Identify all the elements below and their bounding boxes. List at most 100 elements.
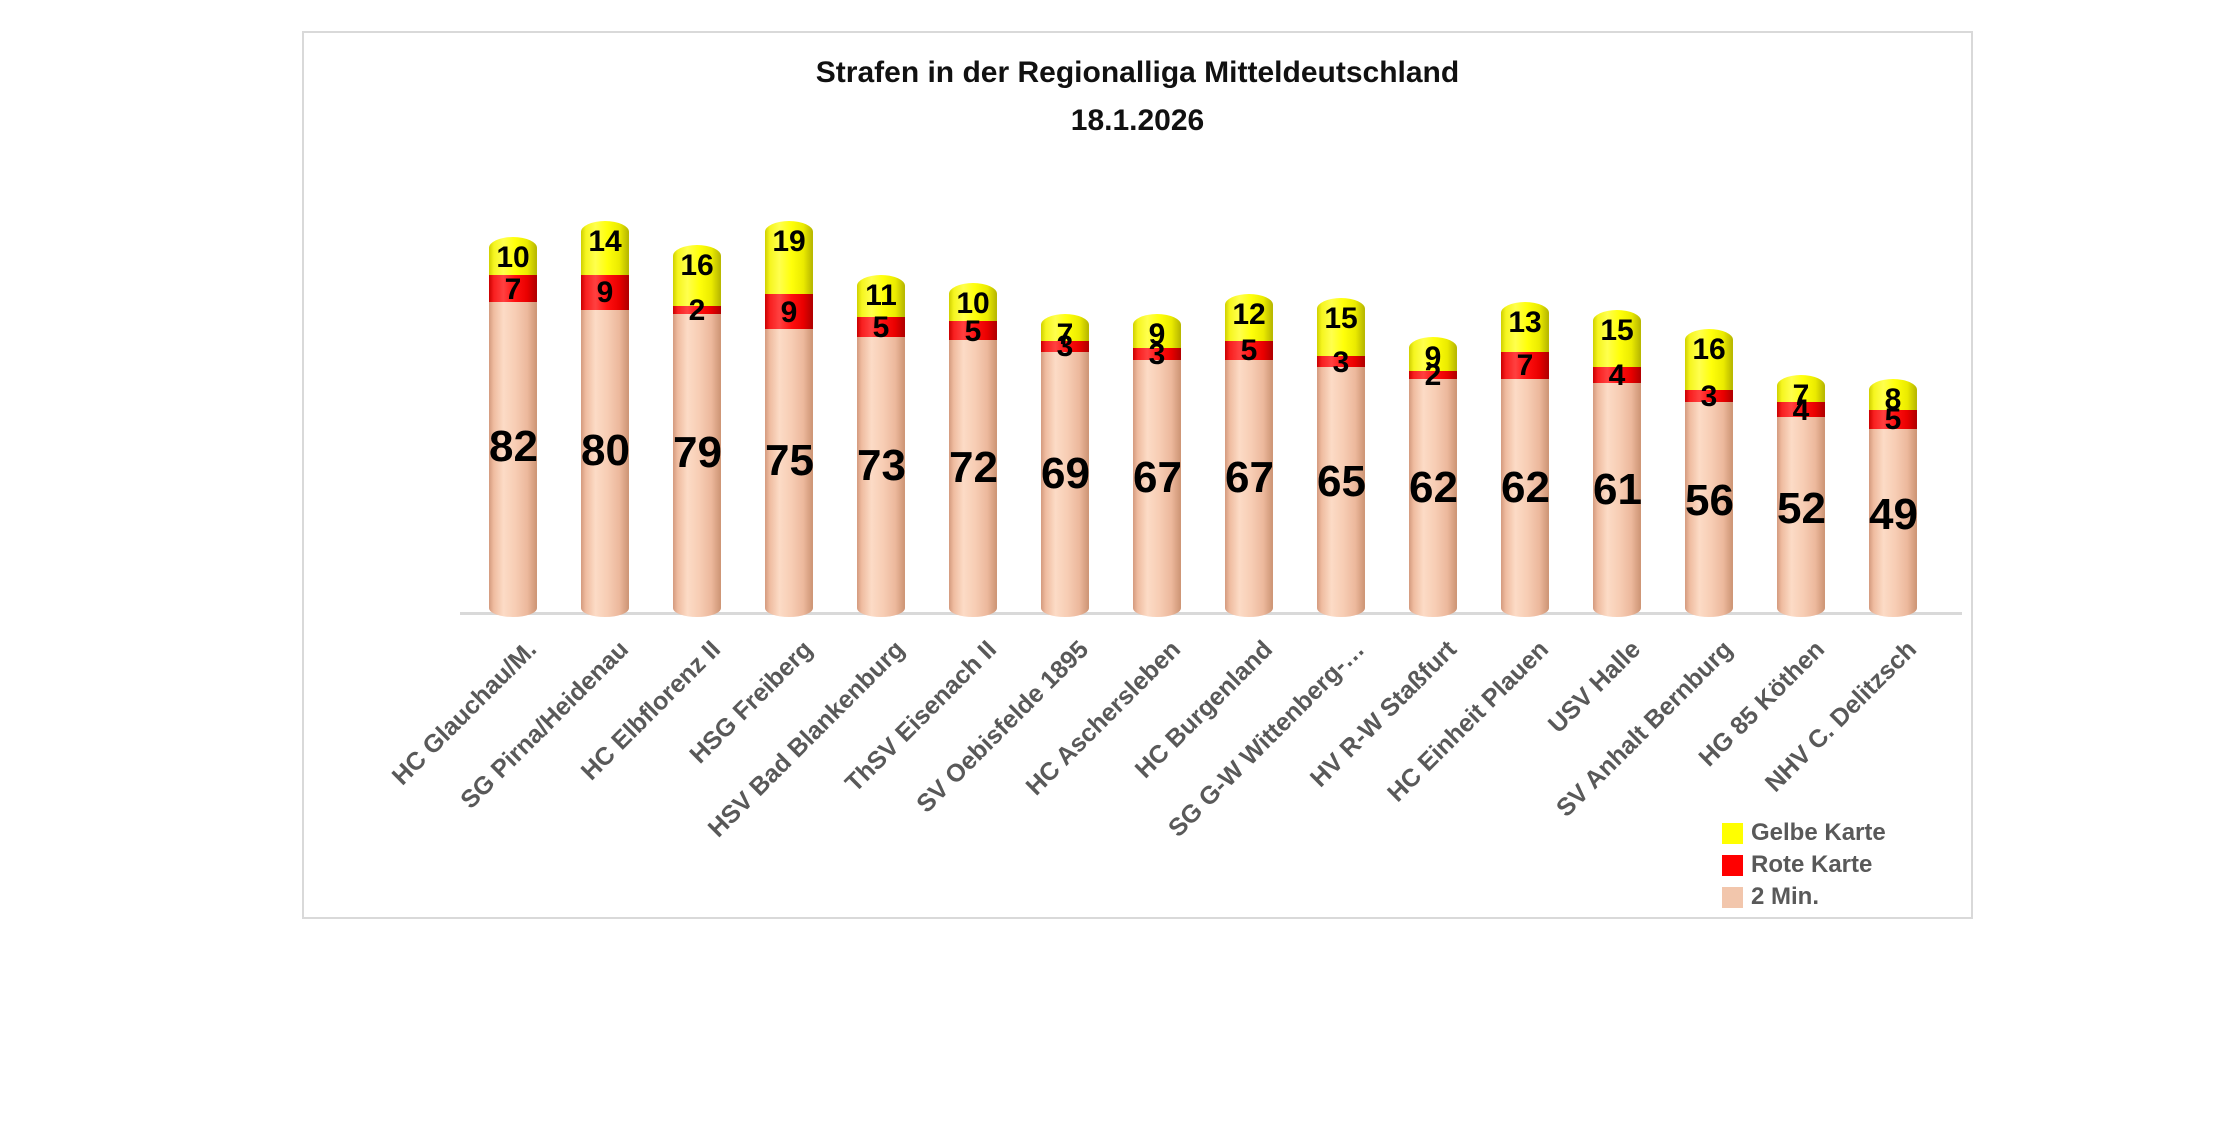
bar-value-label: 62 bbox=[1501, 463, 1550, 513]
bar-segment-2min: 75 bbox=[765, 328, 814, 617]
bar-segment-2min: 79 bbox=[673, 313, 722, 617]
bar-segment-2min: 65 bbox=[1317, 367, 1366, 617]
bar-value-label: 67 bbox=[1133, 453, 1182, 503]
bar-value-label: 8 bbox=[1884, 382, 1902, 416]
chart-panel: Strafen in der Regionalliga Mitteldeutsc… bbox=[302, 31, 1973, 919]
bar-value-label: 10 bbox=[496, 240, 530, 274]
bar-value-label: 5 bbox=[964, 315, 982, 349]
legend-label: 2 Min. bbox=[1751, 883, 1820, 910]
bar-segment-2min: 61 bbox=[1593, 382, 1642, 617]
bar-segment-rote-karte: 3 bbox=[1133, 340, 1181, 370]
plot-area: 10 7 82 HC Glauchau/M. 14 9 80 SG Pirna/Heidena… bbox=[304, 33, 1971, 917]
bar-segment-rote-karte: 3 bbox=[1685, 382, 1733, 412]
bar-value-label: 7 bbox=[1056, 317, 1074, 351]
bar-value-label: 16 bbox=[1692, 333, 1726, 366]
bar-value-label: 62 bbox=[1409, 463, 1458, 513]
bar-value-label: 49 bbox=[1869, 490, 1918, 540]
bar-segment-gelbe-karte: 15 bbox=[1593, 309, 1641, 368]
bar-value-label: 7 bbox=[1792, 379, 1810, 413]
bar-group: 9 3 67 bbox=[1133, 313, 1182, 617]
bar-value-label: 11 bbox=[865, 279, 897, 313]
bar-value-label: 9 bbox=[780, 295, 798, 329]
bar-value-label: 3 bbox=[1056, 330, 1074, 364]
bar-group: 14 9 80 bbox=[581, 221, 630, 617]
bar-segment-2min: 80 bbox=[581, 309, 630, 617]
bar-segment-rote-karte: 5 bbox=[1225, 336, 1273, 366]
bar-value-label: 80 bbox=[581, 426, 630, 476]
bar-value-label: 15 bbox=[1324, 302, 1358, 336]
x-axis-label: SV Anhalt Bernburg bbox=[1550, 635, 1739, 823]
bar-value-label: 3 bbox=[1332, 345, 1350, 379]
bar-segment-2min: 52 bbox=[1777, 417, 1826, 617]
bar-value-label: 3 bbox=[1700, 380, 1718, 414]
bar-value-label: 14 bbox=[588, 225, 622, 259]
bar-value-label: 2 bbox=[688, 293, 706, 327]
bar-group: 11 5 73 bbox=[857, 275, 906, 617]
bar-segment-rote-karte: 5 bbox=[1869, 405, 1917, 435]
bar-segment-gelbe-karte: 16 bbox=[1685, 329, 1733, 391]
legend-item: Rote Karte bbox=[1722, 849, 1886, 881]
legend-swatch bbox=[1722, 854, 1743, 876]
bar-segment-rote-karte: 7 bbox=[1501, 349, 1549, 383]
bar-value-label: 73 bbox=[857, 440, 906, 490]
bar-value-label: 65 bbox=[1317, 457, 1366, 507]
bar-group: 8 5 49 bbox=[1869, 378, 1918, 617]
bar-group: 12 5 67 bbox=[1225, 294, 1274, 617]
bar-segment-2min: 62 bbox=[1501, 378, 1550, 617]
bar-segment-2min: 67 bbox=[1225, 359, 1274, 617]
bar-value-label: 72 bbox=[949, 442, 998, 492]
bar-segment-2min: 49 bbox=[1869, 428, 1918, 617]
bar-value-label: 9 bbox=[596, 276, 614, 310]
bar-value-label: 61 bbox=[1593, 465, 1642, 515]
bar-value-label: 5 bbox=[1884, 403, 1902, 437]
bar-value-label: 10 bbox=[956, 286, 990, 320]
bar-value-label: 4 bbox=[1792, 393, 1810, 427]
bar-value-label: 67 bbox=[1225, 453, 1274, 503]
bar-value-label: 12 bbox=[1232, 298, 1266, 332]
bar-segment-2min: 69 bbox=[1041, 352, 1090, 617]
x-axis-line bbox=[460, 612, 1962, 615]
bar-segment-2min: 72 bbox=[949, 340, 998, 617]
bar-segment-2min: 82 bbox=[489, 302, 538, 617]
bar-group: 7 3 69 bbox=[1041, 313, 1090, 617]
bar-group: 16 2 79 bbox=[673, 244, 722, 617]
bar-value-label: 52 bbox=[1777, 484, 1826, 534]
bar-segment-rote-karte: 2 bbox=[1409, 361, 1457, 391]
bar-segment-rote-karte: 4 bbox=[1593, 361, 1641, 391]
bar-segment-gelbe-karte: 7 bbox=[1777, 375, 1825, 411]
chart-subtitle: 18.1.2026 bbox=[1070, 104, 1205, 137]
bar-group: 15 4 61 bbox=[1593, 309, 1642, 617]
chart-title: Strafen in der Regionalliga Mitteldeutsc… bbox=[815, 56, 1460, 89]
bar-segment-rote-karte: 2 bbox=[673, 295, 721, 325]
bar-value-label: 56 bbox=[1685, 475, 1734, 525]
bar-value-label: 79 bbox=[673, 428, 722, 478]
bar-segment-2min: 56 bbox=[1685, 401, 1734, 617]
bar-value-label: 3 bbox=[1148, 338, 1166, 372]
bar-segment-rote-karte: 3 bbox=[1041, 332, 1089, 362]
bar-segment-2min: 73 bbox=[857, 336, 906, 617]
bar-value-label: 7 bbox=[504, 272, 522, 306]
bar-segment-2min: 62 bbox=[1409, 378, 1458, 617]
bar-value-label: 4 bbox=[1608, 359, 1626, 393]
bar-segment-gelbe-karte: 16 bbox=[673, 244, 721, 306]
bar-value-label: 2 bbox=[1424, 359, 1442, 393]
legend: Gelbe Karte Rote Karte 2 Min. bbox=[1722, 817, 1886, 913]
bar-segment-rote-karte: 7 bbox=[489, 272, 537, 306]
bar-segment-rote-karte: 3 bbox=[1317, 347, 1365, 377]
bar-value-label: 16 bbox=[680, 248, 714, 282]
bar-segment-gelbe-karte: 12 bbox=[1225, 294, 1273, 341]
bar-segment-gelbe-karte: 11 bbox=[857, 275, 905, 318]
x-axis-label: SV Oebisfelde 1895 bbox=[911, 635, 1095, 819]
bar-group: 10 5 72 bbox=[949, 282, 998, 617]
bar-segment-rote-karte: 9 bbox=[581, 275, 629, 310]
bar-value-label: 9 bbox=[1148, 317, 1166, 351]
legend-swatch bbox=[1722, 886, 1743, 908]
bar-group: 19 9 75 bbox=[765, 221, 814, 617]
bar-segment-rote-karte: 4 bbox=[1777, 395, 1825, 425]
bar-value-label: 7 bbox=[1516, 349, 1534, 383]
bar-group: 13 7 62 bbox=[1501, 302, 1550, 617]
x-axis-label: HC Aschersleben bbox=[1020, 635, 1187, 801]
bar-segment-gelbe-karte: 9 bbox=[1133, 313, 1181, 351]
bar-segment-rote-karte: 5 bbox=[949, 317, 997, 347]
